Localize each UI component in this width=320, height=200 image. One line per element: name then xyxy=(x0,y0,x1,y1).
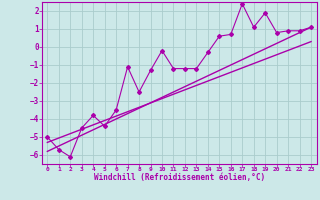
X-axis label: Windchill (Refroidissement éolien,°C): Windchill (Refroidissement éolien,°C) xyxy=(94,173,265,182)
